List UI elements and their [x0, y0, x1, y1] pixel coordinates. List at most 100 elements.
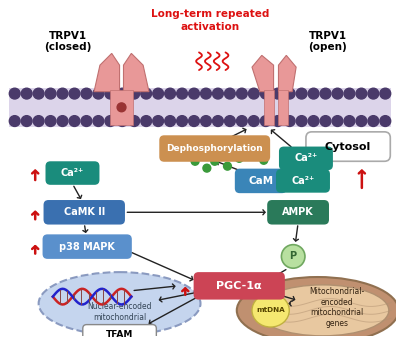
Circle shape	[224, 88, 235, 99]
Circle shape	[296, 88, 307, 99]
Text: Mitochondrial-
encoded
mitochondrial
genes: Mitochondrial- encoded mitochondrial gen…	[310, 287, 365, 328]
Text: Ca²⁺: Ca²⁺	[291, 176, 315, 186]
FancyBboxPatch shape	[306, 132, 390, 161]
Circle shape	[344, 88, 355, 99]
Circle shape	[117, 116, 128, 127]
Text: P: P	[290, 251, 297, 262]
Circle shape	[235, 154, 243, 162]
FancyBboxPatch shape	[83, 325, 156, 341]
Circle shape	[245, 149, 253, 157]
Circle shape	[248, 116, 259, 127]
Circle shape	[201, 143, 209, 150]
Circle shape	[332, 116, 343, 127]
Circle shape	[236, 116, 247, 127]
Text: TRPV1
(open): TRPV1 (open)	[308, 31, 347, 53]
Polygon shape	[124, 54, 149, 92]
Circle shape	[368, 116, 379, 127]
Circle shape	[57, 116, 68, 127]
Circle shape	[260, 88, 271, 99]
Circle shape	[236, 88, 247, 99]
Circle shape	[21, 88, 32, 99]
Text: PGC-1α: PGC-1α	[216, 281, 262, 291]
FancyBboxPatch shape	[159, 135, 270, 162]
Circle shape	[129, 88, 140, 99]
Circle shape	[117, 88, 128, 99]
Circle shape	[220, 140, 228, 148]
Circle shape	[105, 88, 116, 99]
Ellipse shape	[252, 294, 289, 327]
Circle shape	[248, 88, 259, 99]
Circle shape	[200, 116, 211, 127]
Circle shape	[230, 147, 238, 154]
Circle shape	[284, 88, 295, 99]
Circle shape	[260, 157, 268, 164]
Circle shape	[33, 116, 44, 127]
Circle shape	[153, 116, 164, 127]
Circle shape	[356, 88, 367, 99]
Circle shape	[21, 116, 32, 127]
Circle shape	[380, 116, 391, 127]
Circle shape	[211, 157, 219, 165]
Circle shape	[200, 88, 211, 99]
Text: Ca²⁺: Ca²⁺	[61, 168, 84, 178]
Circle shape	[69, 116, 80, 127]
Circle shape	[356, 116, 367, 127]
Text: p38 MAPK: p38 MAPK	[59, 242, 115, 252]
Circle shape	[191, 157, 199, 165]
Circle shape	[141, 116, 152, 127]
Circle shape	[282, 244, 305, 268]
Circle shape	[9, 116, 20, 127]
Bar	[110, 90, 133, 125]
Circle shape	[320, 88, 331, 99]
FancyBboxPatch shape	[235, 169, 287, 193]
Circle shape	[240, 138, 248, 146]
Circle shape	[212, 88, 223, 99]
Circle shape	[45, 116, 56, 127]
Circle shape	[57, 88, 68, 99]
Text: TRPV1
(closed): TRPV1 (closed)	[44, 31, 91, 53]
Circle shape	[153, 88, 164, 99]
Circle shape	[260, 116, 271, 127]
Ellipse shape	[39, 272, 200, 335]
Circle shape	[189, 88, 200, 99]
Circle shape	[284, 116, 295, 127]
FancyBboxPatch shape	[276, 169, 330, 193]
Circle shape	[93, 116, 104, 127]
FancyBboxPatch shape	[267, 200, 329, 224]
Circle shape	[117, 103, 126, 112]
Circle shape	[165, 116, 176, 127]
Text: Nuclear-encoded
mitochondrial
genes: Nuclear-encoded mitochondrial genes	[87, 302, 152, 332]
Polygon shape	[94, 54, 120, 92]
Bar	[264, 90, 274, 125]
Circle shape	[9, 88, 20, 99]
Text: Dephosphorylation: Dephosphorylation	[166, 144, 263, 153]
Circle shape	[177, 116, 188, 127]
Circle shape	[33, 88, 44, 99]
Text: TFAM: TFAM	[106, 330, 133, 339]
Ellipse shape	[237, 277, 399, 341]
Polygon shape	[252, 55, 274, 92]
FancyBboxPatch shape	[279, 147, 333, 170]
Circle shape	[45, 88, 56, 99]
Text: AMPK: AMPK	[282, 207, 314, 217]
Circle shape	[105, 116, 116, 127]
Bar	[9, 88, 391, 127]
Bar	[278, 90, 288, 125]
Circle shape	[189, 116, 200, 127]
FancyBboxPatch shape	[194, 272, 285, 300]
Circle shape	[380, 88, 391, 99]
Circle shape	[224, 162, 231, 170]
Circle shape	[93, 88, 104, 99]
Circle shape	[141, 88, 152, 99]
Circle shape	[272, 88, 283, 99]
Circle shape	[308, 88, 319, 99]
Text: Ca²⁺: Ca²⁺	[294, 153, 318, 163]
FancyBboxPatch shape	[44, 200, 125, 224]
Polygon shape	[278, 55, 296, 92]
Circle shape	[177, 88, 188, 99]
Text: Long-term repeated
activation: Long-term repeated activation	[151, 9, 269, 32]
Circle shape	[296, 116, 307, 127]
Text: Cytosol: Cytosol	[325, 142, 371, 151]
Text: mtDNA: mtDNA	[256, 307, 285, 313]
Circle shape	[203, 164, 211, 172]
